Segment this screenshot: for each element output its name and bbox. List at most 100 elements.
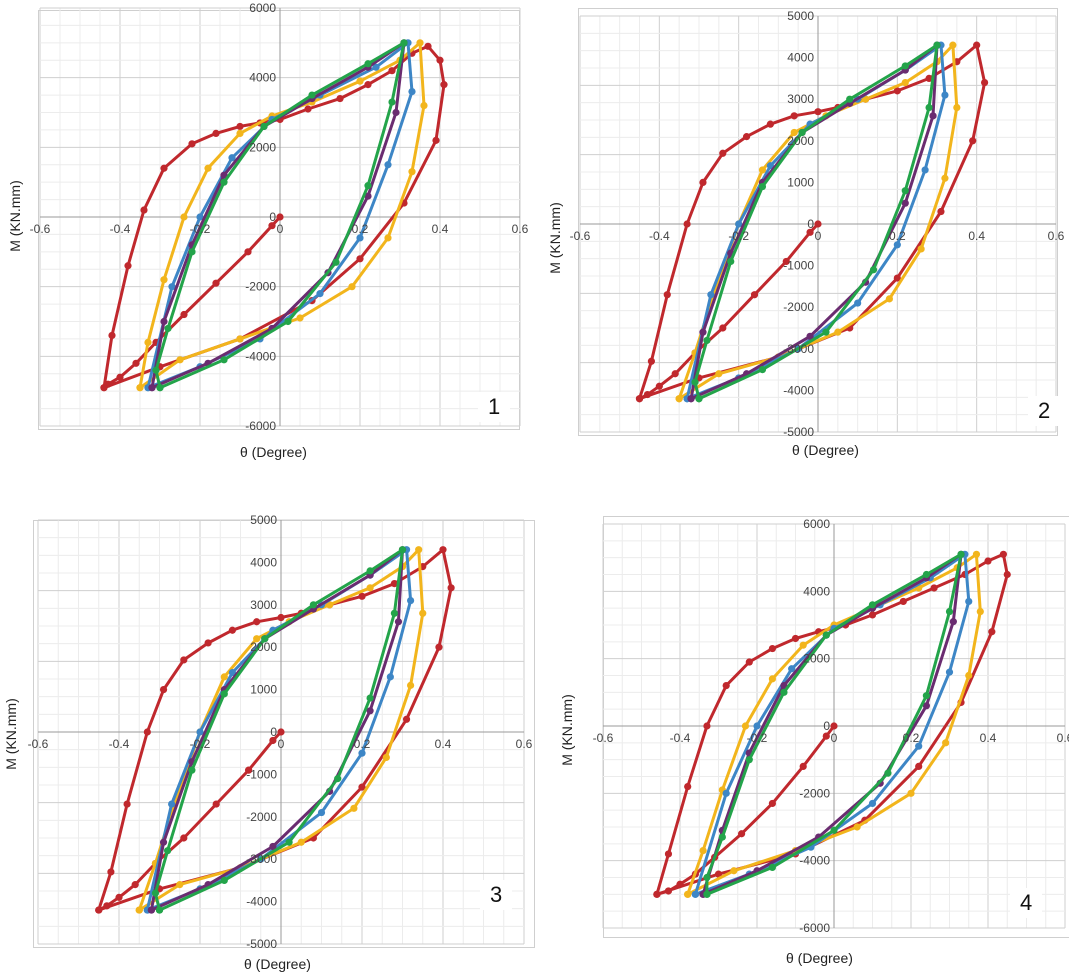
data-point: [447, 584, 455, 592]
data-point: [107, 868, 115, 876]
data-point: [152, 366, 160, 374]
data-point: [384, 161, 392, 169]
data-point: [220, 690, 228, 698]
x-tick-label: 0.6: [516, 737, 533, 751]
data-point: [388, 98, 396, 106]
data-point: [899, 597, 907, 606]
data-point: [703, 336, 711, 345]
data-point: [366, 584, 374, 592]
data-point: [925, 103, 933, 112]
data-point: [862, 95, 870, 103]
data-point: [366, 694, 374, 702]
x-tick-label: 0.4: [432, 222, 449, 236]
data-point: [941, 91, 949, 99]
panel-number: 4: [1010, 888, 1043, 918]
data-point: [269, 736, 277, 745]
data-point: [407, 596, 415, 605]
data-point: [941, 174, 949, 182]
data-point: [136, 384, 144, 392]
x-tick-label: -0.2: [190, 222, 211, 236]
data-point: [358, 783, 366, 791]
y-tick-label: 6000: [249, 1, 276, 15]
x-tick-label: 0.6: [512, 222, 529, 236]
data-point: [100, 384, 108, 392]
data-point: [348, 283, 356, 291]
data-point: [973, 41, 981, 49]
data-point: [675, 395, 683, 403]
data-point: [741, 722, 750, 730]
data-point: [766, 162, 774, 170]
data-point: [893, 87, 901, 95]
data-point: [663, 291, 671, 299]
data-point: [957, 550, 965, 558]
data-point: [922, 570, 930, 579]
data-point: [432, 136, 440, 144]
data-point: [684, 890, 692, 898]
data-point: [925, 74, 933, 82]
data-point: [297, 838, 305, 846]
data-point: [188, 140, 196, 148]
y-tick-label: 4000: [787, 51, 814, 65]
data-point: [402, 715, 411, 723]
data-point: [768, 675, 776, 683]
data-point: [869, 266, 878, 274]
y-tick-label: -2000: [246, 810, 277, 824]
data-point: [949, 618, 957, 626]
data-point: [718, 833, 726, 841]
data-point: [253, 635, 261, 643]
data-point: [407, 681, 415, 689]
data-point: [799, 762, 807, 770]
data-point: [366, 567, 374, 575]
data-point: [148, 384, 156, 392]
x-tick-label: 0: [277, 222, 284, 236]
data-point: [317, 808, 326, 817]
data-point: [730, 867, 738, 875]
y-tick-label: 2000: [787, 134, 814, 148]
data-point: [868, 611, 877, 619]
data-point: [386, 673, 394, 681]
y-tick-label: -4000: [783, 383, 814, 397]
data-point: [768, 644, 776, 653]
data-point: [228, 626, 236, 634]
data-point: [707, 291, 715, 299]
y-axis-label: M (KN.mm): [559, 694, 575, 766]
data-point: [722, 789, 730, 797]
panel-number: 3: [480, 880, 513, 910]
data-point: [180, 213, 188, 221]
data-point: [942, 739, 950, 747]
data-point: [699, 178, 707, 186]
data-point: [758, 166, 767, 174]
x-tick-label: -0.4: [670, 731, 691, 745]
x-tick-label: -0.4: [109, 737, 130, 751]
data-point: [984, 557, 992, 565]
data-point: [220, 356, 228, 364]
data-point: [758, 182, 767, 191]
data-point: [830, 722, 838, 730]
data-point: [419, 609, 427, 617]
data-point: [981, 78, 989, 87]
data-point: [868, 601, 877, 609]
y-tick-label: -4000: [245, 349, 276, 363]
data-point: [854, 299, 862, 307]
data-point: [834, 328, 842, 336]
data-point: [703, 722, 711, 730]
data-point: [676, 880, 684, 888]
data-point: [156, 384, 164, 392]
data-point: [745, 658, 753, 666]
data-point: [933, 41, 941, 49]
x-tick-label: -0.6: [30, 222, 51, 236]
chart-panel-1: -0.6 -0.4 -0.2 0 0.2 0.4 0.6 -6000 -4000 -2000 0 20…: [0, 0, 530, 480]
data-point: [976, 607, 984, 616]
data-point: [684, 783, 692, 791]
y-tick-label: -4000: [799, 854, 830, 868]
data-point: [356, 234, 364, 242]
data-point: [180, 310, 188, 319]
data-point: [738, 830, 746, 838]
data-point: [188, 766, 196, 774]
data-point: [687, 395, 695, 403]
y-tick-label: 0: [823, 719, 830, 733]
y-tick-label: 1000: [787, 175, 814, 189]
data-point: [131, 881, 139, 889]
data-point: [799, 641, 807, 649]
chart-svg: -0.6 -0.4 -0.2 0 0.2 0.4 0.6 -6000 -4000 -2000 0 20…: [30, 1, 529, 433]
